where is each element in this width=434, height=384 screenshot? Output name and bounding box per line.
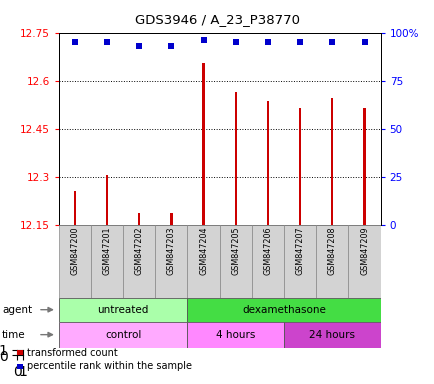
Text: GSM847207: GSM847207 — [295, 227, 304, 275]
Bar — [91, 225, 123, 298]
Bar — [170, 214, 172, 225]
Text: 4 hours: 4 hours — [216, 329, 255, 340]
Bar — [187, 225, 219, 298]
Bar — [138, 214, 140, 225]
Point — [264, 39, 271, 45]
Text: control: control — [105, 329, 141, 340]
Text: GSM847203: GSM847203 — [167, 227, 175, 275]
Bar — [234, 92, 237, 225]
Text: GSM847209: GSM847209 — [359, 227, 368, 275]
Text: agent: agent — [2, 305, 32, 315]
Point — [103, 39, 110, 45]
Bar — [330, 98, 333, 225]
Bar — [266, 101, 269, 225]
Bar — [155, 225, 187, 298]
Text: GSM847204: GSM847204 — [199, 227, 207, 275]
Text: 24 hours: 24 hours — [309, 329, 355, 340]
Bar — [251, 225, 283, 298]
Text: GSM847200: GSM847200 — [70, 227, 79, 275]
Text: GSM847206: GSM847206 — [263, 227, 272, 275]
Text: transformed count: transformed count — [27, 348, 118, 358]
Bar — [59, 225, 91, 298]
Point — [296, 39, 303, 45]
Bar — [187, 322, 283, 348]
Bar — [362, 108, 365, 225]
Bar — [59, 298, 187, 322]
Text: GSM847208: GSM847208 — [327, 227, 336, 275]
Text: percentile rank within the sample: percentile rank within the sample — [27, 361, 192, 371]
Bar — [73, 191, 76, 225]
Point — [232, 39, 239, 45]
Text: untreated: untreated — [97, 305, 148, 315]
Point — [328, 39, 335, 45]
Bar — [59, 322, 187, 348]
Point — [71, 39, 78, 45]
Text: GSM847201: GSM847201 — [102, 227, 111, 275]
Bar — [283, 225, 316, 298]
Bar — [219, 225, 251, 298]
Bar — [187, 298, 380, 322]
Text: dexamethasone: dexamethasone — [242, 305, 325, 315]
Text: time: time — [2, 329, 26, 340]
Text: GSM847205: GSM847205 — [231, 227, 240, 275]
Point — [200, 37, 207, 43]
Bar — [283, 322, 380, 348]
Point — [360, 39, 367, 45]
Text: GSM847202: GSM847202 — [135, 227, 143, 275]
Bar — [348, 225, 380, 298]
Bar — [105, 175, 108, 225]
Text: GDS3946 / A_23_P38770: GDS3946 / A_23_P38770 — [135, 13, 299, 26]
Point — [168, 43, 174, 49]
Bar — [202, 63, 204, 225]
Bar — [316, 225, 348, 298]
Point — [135, 43, 142, 49]
Bar — [298, 108, 301, 225]
Bar — [123, 225, 155, 298]
